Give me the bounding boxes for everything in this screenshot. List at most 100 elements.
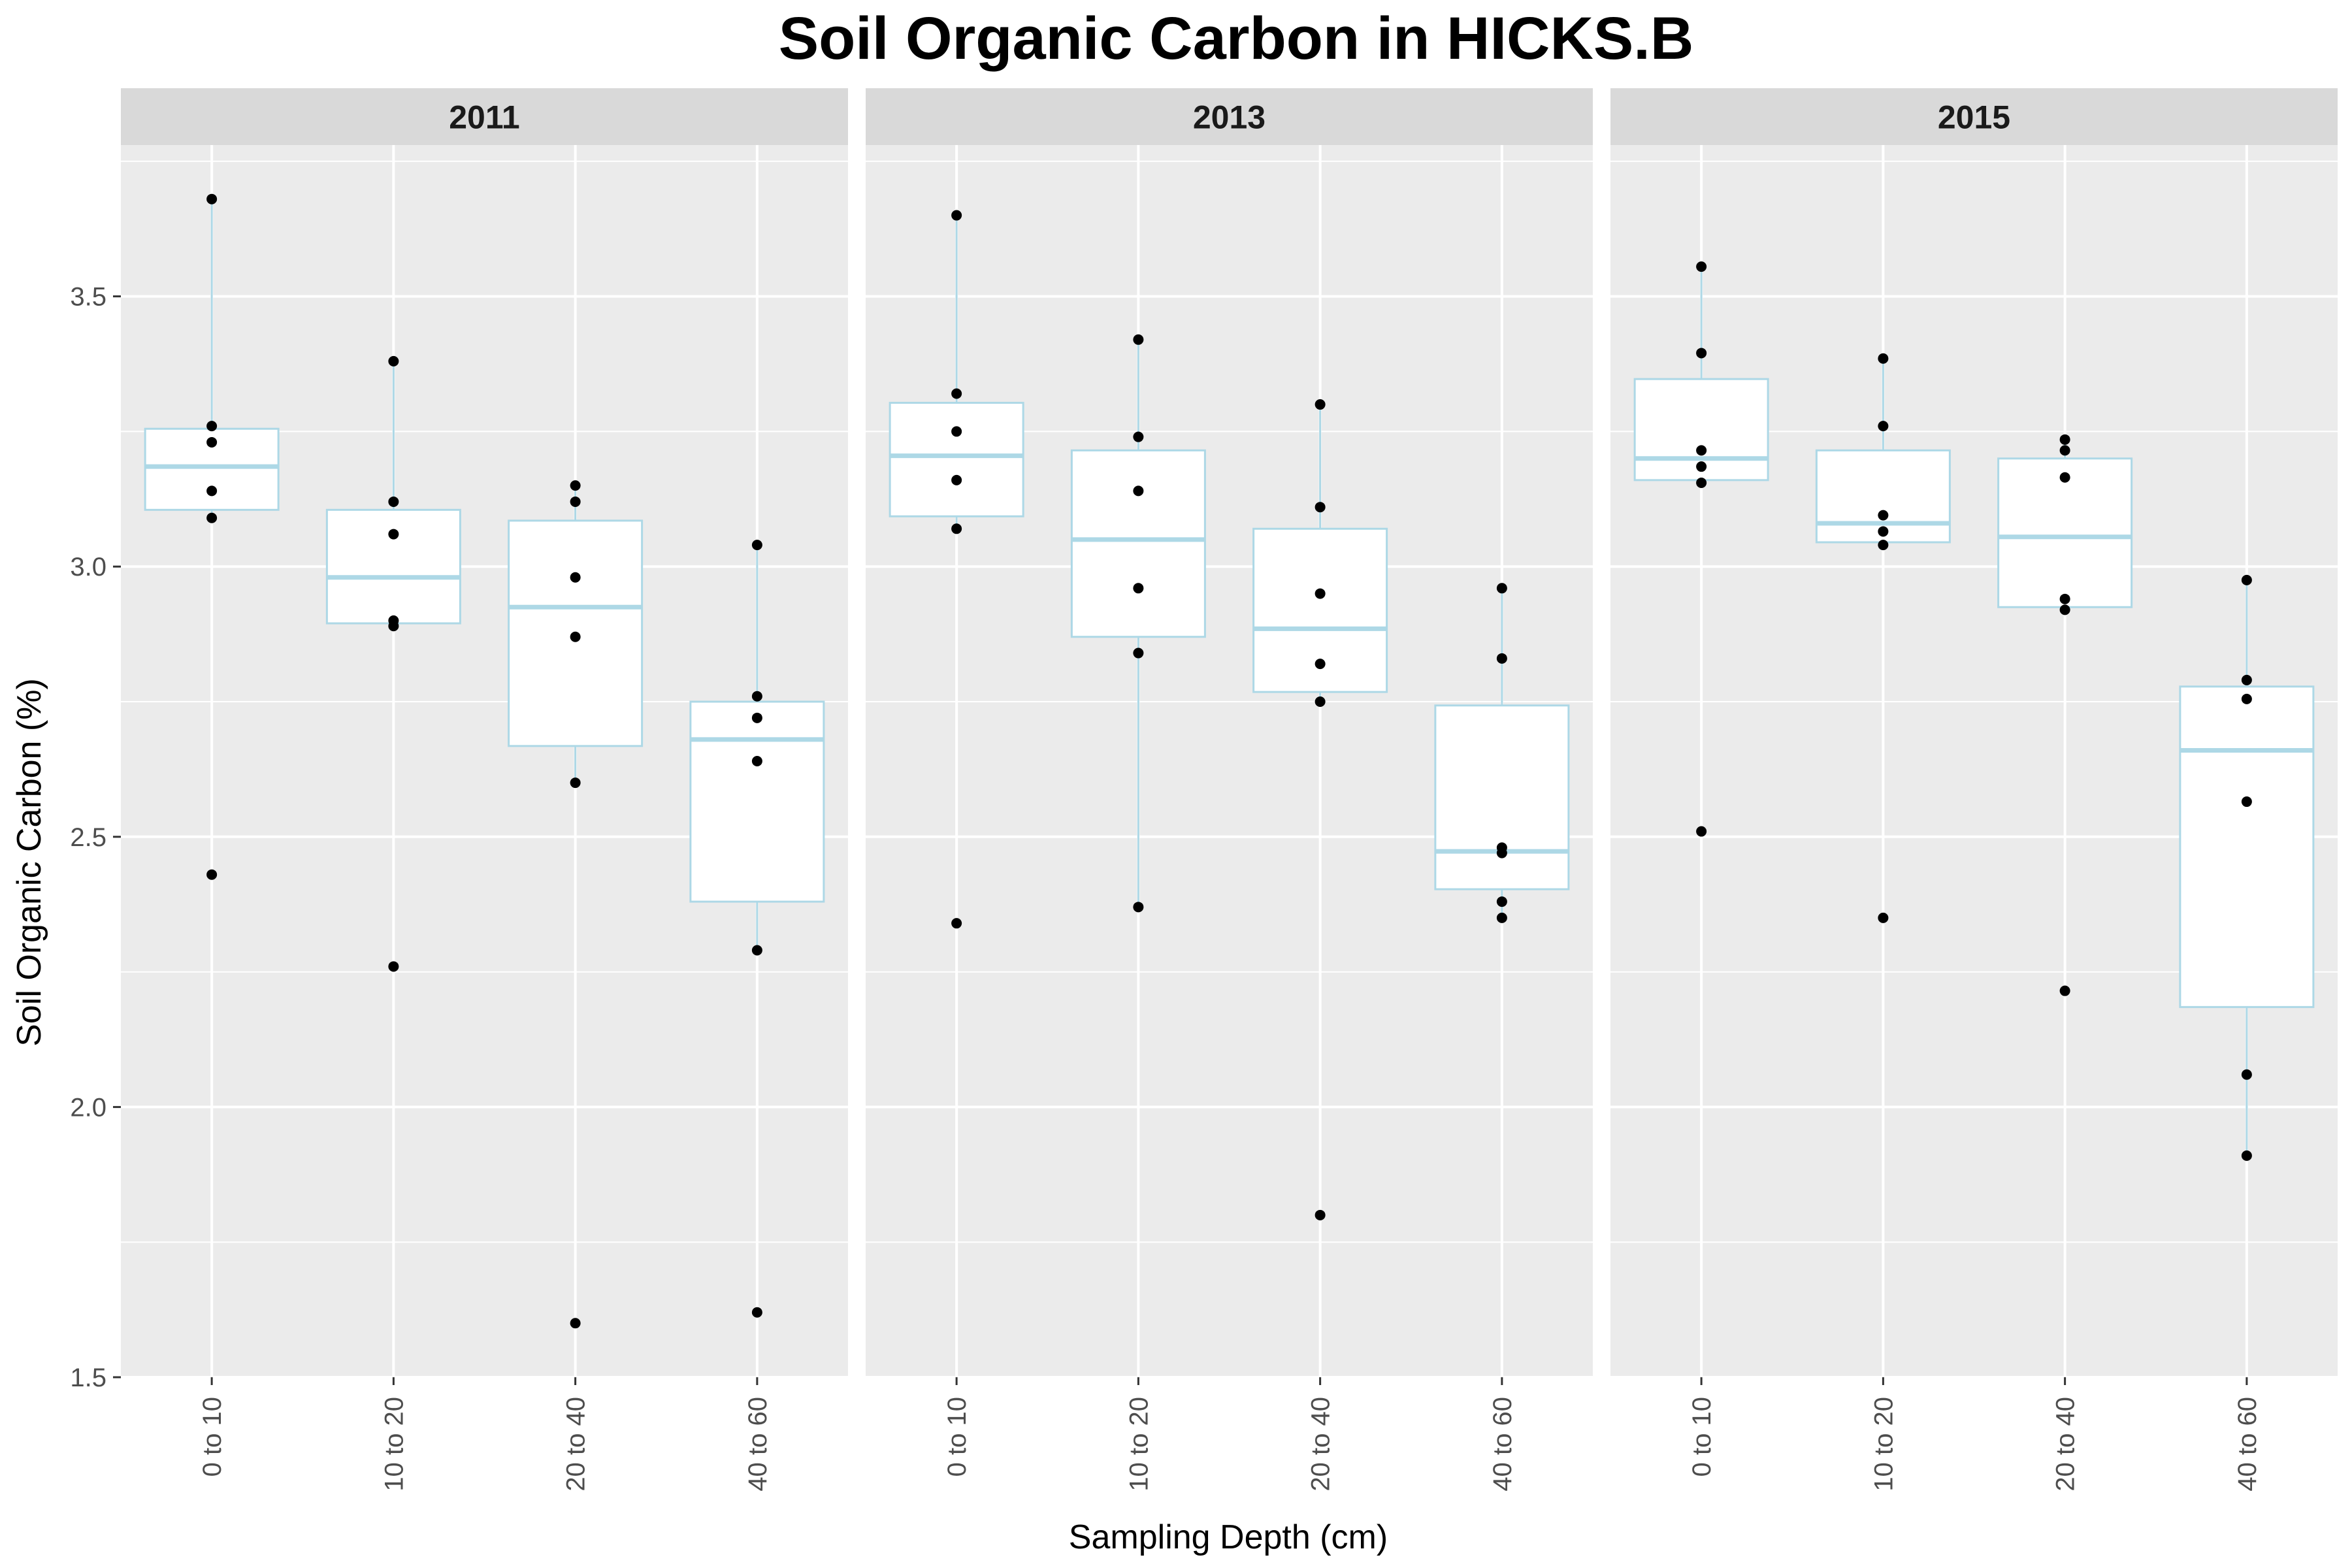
- x-tick-label: 0 to 10: [1688, 1397, 1716, 1477]
- data-point: [1878, 912, 1889, 923]
- facet-strip-label: 2015: [1938, 99, 2010, 136]
- data-point: [1696, 461, 1707, 472]
- facet-panels: 2011 0 to 10 10 to 20 20 to 40 40 to 60 2013 0…: [121, 88, 2338, 1492]
- box: [1997, 457, 2133, 608]
- y-tick-label: 1.5: [70, 1364, 106, 1392]
- box: [325, 508, 461, 625]
- y-tick-label: 2.5: [70, 823, 106, 852]
- data-point: [388, 496, 399, 507]
- data-point: [951, 918, 962, 929]
- facet-strip: [121, 88, 848, 145]
- facet-strip: [1610, 88, 2338, 145]
- box: [2179, 685, 2315, 1008]
- data-point: [570, 480, 581, 491]
- data-point: [1496, 847, 1507, 858]
- data-point: [951, 474, 962, 485]
- data-point: [388, 355, 399, 367]
- data-point: [1696, 826, 1707, 837]
- x-tick-label: 10 to 20: [380, 1397, 408, 1492]
- data-point: [1878, 540, 1889, 551]
- data-point: [1315, 696, 1326, 708]
- facet-panel-2013: 2013 0 to 10 10 to 20 20 to 40 40 to 60: [866, 88, 1593, 1492]
- x-tick-label: 0 to 10: [943, 1397, 972, 1477]
- data-point: [1878, 353, 1889, 364]
- x-tick-label: 40 to 60: [1488, 1397, 1517, 1492]
- y-tick-label: 2.0: [70, 1093, 106, 1122]
- data-point: [1315, 399, 1326, 410]
- data-point: [1496, 912, 1507, 923]
- data-point: [1696, 348, 1707, 359]
- facet-strip: [866, 88, 1593, 145]
- x-tick-label: 40 to 60: [743, 1397, 772, 1492]
- data-point: [1696, 445, 1707, 456]
- data-point: [1696, 261, 1707, 272]
- data-point: [1133, 334, 1144, 345]
- x-tick-label: 20 to 40: [2051, 1397, 2080, 1492]
- boxplot-0-to-10: [889, 210, 1024, 929]
- x-tick-label: 10 to 20: [1124, 1397, 1153, 1492]
- box: [1815, 449, 1951, 544]
- data-point: [751, 1307, 762, 1318]
- data-point: [1133, 431, 1144, 442]
- data-point: [1315, 588, 1326, 599]
- data-point: [2059, 604, 2070, 615]
- data-point: [570, 777, 581, 789]
- data-point: [1133, 647, 1144, 659]
- data-point: [1133, 902, 1144, 913]
- data-point: [2241, 574, 2252, 585]
- data-point: [751, 691, 762, 702]
- boxplot-0-to-10: [144, 193, 280, 880]
- y-axis: 1.5 2.0 2.5 3.0 3.5: [70, 283, 121, 1392]
- data-point: [388, 529, 399, 540]
- data-point: [2059, 445, 2070, 456]
- facet-strip-label: 2011: [449, 99, 519, 136]
- boxplot-10-to-20: [1070, 334, 1206, 913]
- data-point: [951, 210, 962, 221]
- data-point: [570, 572, 581, 583]
- data-point: [1133, 485, 1144, 497]
- data-point: [206, 436, 218, 448]
- boxplot-20-to-40: [508, 480, 644, 1329]
- boxplot-10-to-20: [325, 355, 461, 972]
- data-point: [951, 523, 962, 534]
- data-point: [1496, 583, 1507, 594]
- chart-title: Soil Organic Carbon in HICKS.B: [779, 5, 1694, 72]
- data-point: [751, 756, 762, 766]
- data-point: [2059, 434, 2070, 445]
- data-point: [2241, 693, 2252, 704]
- data-point: [206, 421, 218, 432]
- x-tick-label: 20 to 40: [1307, 1397, 1335, 1492]
- boxplot-40-to-60: [1434, 583, 1570, 923]
- box: [1434, 704, 1570, 890]
- data-point: [2059, 985, 2070, 996]
- data-point: [1878, 421, 1889, 432]
- y-tick-label: 3.0: [70, 553, 106, 581]
- data-point: [1878, 510, 1889, 521]
- data-point: [2059, 593, 2070, 604]
- y-axis-title: Soil Organic Carbon (%): [10, 678, 48, 1047]
- data-point: [751, 712, 762, 723]
- box: [689, 700, 825, 903]
- data-point: [1315, 659, 1326, 670]
- x-tick-label: 10 to 20: [1869, 1397, 1898, 1492]
- boxplot-0-to-10: [1633, 261, 1769, 837]
- x-tick-label: 20 to 40: [562, 1397, 591, 1492]
- x-axis-title: Sampling Depth (cm): [1069, 1518, 1388, 1556]
- data-point: [1696, 477, 1707, 488]
- data-point: [2241, 1069, 2252, 1080]
- facet-panel-2015: 2015 0 to 10 10 to 20 20 to 40 40 to 60: [1610, 88, 2338, 1492]
- data-point: [570, 1318, 581, 1329]
- data-point: [1315, 502, 1326, 513]
- data-point: [206, 193, 218, 204]
- data-point: [2241, 674, 2252, 685]
- data-point: [2241, 1150, 2252, 1161]
- box: [1070, 449, 1206, 638]
- data-point: [1496, 896, 1507, 907]
- data-point: [388, 621, 399, 632]
- boxplot-20-to-40: [1252, 399, 1388, 1220]
- data-point: [2059, 472, 2070, 483]
- data-point: [206, 485, 218, 497]
- data-point: [751, 945, 762, 956]
- boxplot-10-to-20: [1815, 353, 1951, 923]
